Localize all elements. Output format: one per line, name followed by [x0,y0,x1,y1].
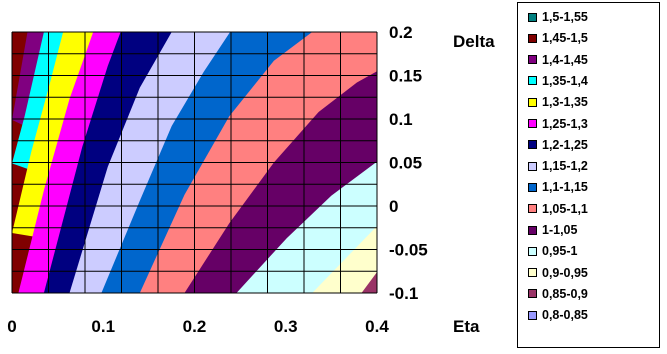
legend-label: 1,3-1,35 [542,95,588,110]
legend-swatch [528,76,537,86]
y-tick-label: 0.15 [389,67,422,86]
legend-swatch [528,55,537,65]
contour-region [312,32,377,293]
legend-item: 1,35-1,4 [528,71,588,91]
legend-label: 0,95-1 [542,244,578,259]
x-tick-label: 0.1 [91,317,115,336]
x-tick-label: 0.3 [274,317,298,336]
x-axis-title: Eta [453,317,480,336]
legend-swatch [528,119,537,128]
x-tick-label: 0 [7,317,16,336]
legend-item: 1-1,05 [528,220,577,240]
legend-label: 1,1-1,15 [542,180,588,195]
legend-swatch [528,268,537,278]
legend-item: 1,3-1,35 [528,92,588,112]
legend-item: 0,85-0,9 [528,284,588,304]
legend-item: 0,8-0,85 [528,305,588,325]
legend-label: 1-1,05 [542,223,578,237]
legend-label: 1,05-1,1 [542,201,588,216]
legend-swatch [528,161,537,171]
y-tick-label: 0.2 [389,23,413,42]
x-tick-label: 0.2 [183,317,207,336]
legend-item: 1,15-1,2 [528,156,588,176]
legend-item: 1,05-1,1 [528,199,588,219]
y-tick-label: 0.1 [389,110,413,129]
legend-label: 1,15-1,2 [542,159,588,174]
legend-swatch [528,182,537,192]
y-axis-title: Delta [453,32,495,51]
legend-label: 1,2-1,25 [542,137,588,152]
legend-label: 1,5-1,55 [542,10,588,24]
legend-label: 1,4-1,45 [542,52,588,67]
legend-swatch [528,246,537,256]
legend-label: 1,45-1,5 [542,31,588,46]
legend-item: 1,45-1,5 [528,28,588,48]
legend-item: 1,5-1,55 [528,7,588,27]
legend-item: 1,2-1,25 [528,135,588,155]
legend-swatch [528,310,537,320]
y-tick-label: 0 [389,197,398,216]
legend-swatch [528,140,537,150]
legend-item: 1,25-1,3 [528,114,588,134]
legend-swatch [528,225,537,235]
plot-area [11,31,378,294]
legend-label: 0,9-0,95 [542,265,588,280]
x-tick-label: 0.4 [365,317,389,336]
legend-swatch [528,97,537,107]
legend-label: 1,35-1,4 [542,73,588,88]
y-tick-label: 0.05 [389,154,422,173]
legend-item: 1,4-1,45 [528,50,588,70]
y-axis-ticks: 0.2 0.15 0.1 0.05 0 -0.05 -0.1 [389,23,428,303]
legend-item: 0,95-1 [528,241,577,261]
legend-label: 1,25-1,3 [542,116,588,131]
legend-swatch [528,12,537,22]
legend-swatch [528,289,537,299]
legend-label: 0,85-0,9 [542,286,588,301]
y-tick-label: -0.1 [389,284,418,303]
legend-swatch [528,33,537,43]
legend-item: 0,9-0,95 [528,263,588,283]
legend-label: 0,8-0,85 [542,308,588,323]
legend: 1,5-1,55 1,45-1,5 1,4-1,45 1,35-1,4 1,3-1,35… [517,2,660,348]
legend-item: 1,1-1,15 [528,177,588,197]
x-axis-ticks: 0 0.1 0.2 0.3 0.4 [7,317,389,336]
y-tick-label: -0.05 [389,241,428,260]
legend-swatch [528,204,537,214]
